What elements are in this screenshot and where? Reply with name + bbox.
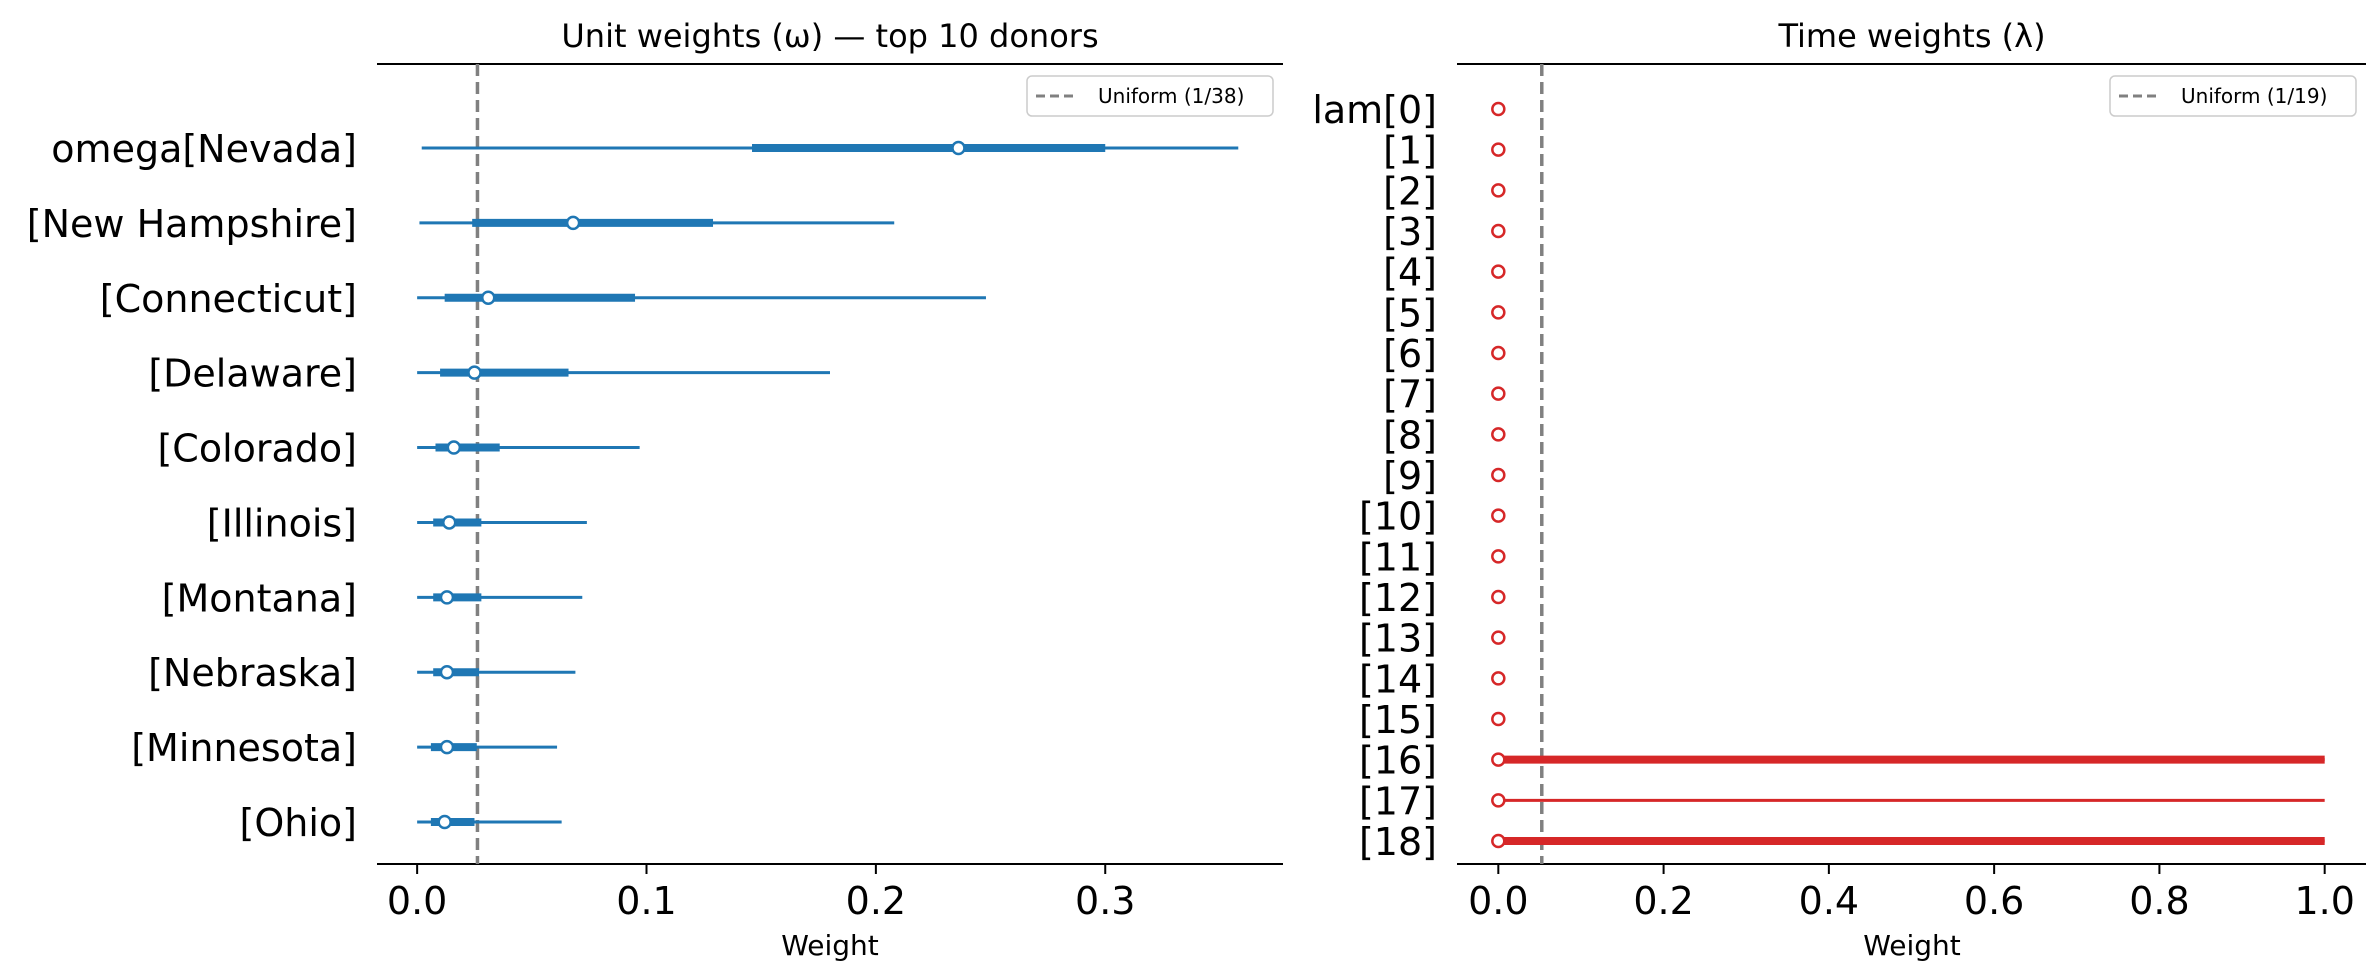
time-weights-row-label: [14] bbox=[1359, 657, 1437, 701]
unit-weights-mean-point bbox=[439, 739, 455, 755]
unit-weights-row-label: omega[Nevada] bbox=[51, 127, 357, 171]
time-weights-mean-point bbox=[1491, 427, 1506, 442]
time-weights-legend-label: Uniform (1/19) bbox=[2181, 84, 2327, 108]
time-weights-mean-point bbox=[1491, 508, 1506, 523]
time-weights-mean-point bbox=[1491, 793, 1506, 808]
time-weights-row-label: [15] bbox=[1359, 698, 1437, 742]
unit-weights-x-tick-label: 0.1 bbox=[616, 879, 676, 923]
time-weights-row-label: [16] bbox=[1359, 739, 1437, 783]
time-weights-mean-point bbox=[1491, 711, 1506, 727]
time-weights-mean-point bbox=[1491, 386, 1506, 401]
unit-weights-mean-point bbox=[442, 515, 457, 530]
time-weights-x-tick-label: 0.0 bbox=[1468, 879, 1528, 923]
time-weights-panel: Time weights (λ) 0.0 0.2 0.4 0.6 0.8 1.0 lam[… bbox=[1312, 17, 2366, 962]
time-weights-mean-point bbox=[1491, 671, 1506, 686]
time-weights-row-labels: lam[0][1][2][3][4][5][6][7][8][9][10][11… bbox=[1312, 88, 1437, 864]
time-weights-row-label: [7] bbox=[1383, 373, 1437, 417]
time-weights-row-label: [9] bbox=[1383, 454, 1437, 498]
time-weights-row-label: [11] bbox=[1359, 535, 1437, 579]
unit-weights-mean-point bbox=[565, 215, 581, 231]
time-weights-x-tick-label: 0.8 bbox=[2129, 879, 2189, 923]
unit-weights-mean-point bbox=[480, 290, 496, 306]
unit-weights-mean-point bbox=[446, 440, 462, 455]
time-weights-x-tick-label: 0.4 bbox=[1799, 879, 1859, 923]
time-weights-x-axis-label: Weight bbox=[1863, 929, 1961, 962]
unit-weights-legend: Uniform (1/38) bbox=[1026, 75, 1274, 117]
unit-weights-legend-box bbox=[1026, 75, 1274, 117]
time-weights-legend: Uniform (1/19) bbox=[2109, 75, 2357, 117]
unit-weights-legend-label: Uniform (1/38) bbox=[1098, 84, 1244, 108]
time-weights-rows bbox=[1491, 101, 2325, 849]
unit-weights-rows bbox=[417, 140, 1239, 830]
time-weights-row-label: [4] bbox=[1383, 251, 1437, 295]
time-weights-row-label: [1] bbox=[1383, 129, 1437, 173]
time-weights-row-label: [6] bbox=[1383, 332, 1437, 376]
time-weights-mean-point bbox=[1491, 183, 1506, 198]
unit-weights-row-label: [Montana] bbox=[162, 576, 357, 620]
unit-weights-x-tick-label: 0.2 bbox=[846, 879, 906, 923]
unit-weights-row-label: [New Hampshire] bbox=[27, 202, 357, 246]
time-weights-mean-point bbox=[1491, 101, 1506, 117]
unit-weights-row-label: [Delaware] bbox=[148, 352, 357, 396]
time-weights-x-tick-label: 1.0 bbox=[2294, 879, 2354, 923]
time-weights-mean-point bbox=[1491, 264, 1506, 279]
time-weights-row-label: [3] bbox=[1383, 210, 1437, 254]
unit-weights-x-axis-label: Weight bbox=[781, 929, 879, 962]
time-weights-x-ticks: 0.0 0.2 0.4 0.6 0.8 1.0 bbox=[1468, 864, 2355, 923]
unit-weights-row-label: [Connecticut] bbox=[100, 277, 357, 321]
time-weights-mean-point bbox=[1491, 467, 1506, 483]
unit-weights-x-tick-label: 0.3 bbox=[1075, 879, 1135, 923]
unit-weights-row-label: [Minnesota] bbox=[131, 726, 357, 770]
time-weights-row-label: [2] bbox=[1383, 169, 1437, 213]
time-weights-row-label: [5] bbox=[1383, 291, 1437, 335]
unit-weights-row-label: [Illinois] bbox=[207, 501, 357, 545]
unit-weights-mean-point bbox=[439, 590, 455, 605]
time-weights-title: Time weights (λ) bbox=[1777, 17, 2045, 55]
time-weights-x-tick-label: 0.6 bbox=[1964, 879, 2024, 923]
time-weights-legend-box bbox=[2109, 75, 2357, 117]
time-weights-mean-point bbox=[1491, 630, 1506, 645]
time-weights-mean-point bbox=[1491, 549, 1506, 564]
time-weights-mean-point bbox=[1491, 345, 1506, 361]
unit-weights-title: Unit weights (ω) — top 10 donors bbox=[561, 17, 1098, 55]
unit-weights-row-label: [Ohio] bbox=[240, 801, 357, 845]
unit-weights-mean-point bbox=[467, 365, 482, 380]
unit-weights-mean-point bbox=[439, 664, 455, 680]
time-weights-row-label: [13] bbox=[1359, 617, 1437, 661]
unit-weights-panel: Unit weights (ω) — top 10 donors 0.0 0.1 0… bbox=[27, 17, 1283, 962]
unit-weights-row-labels: omega[Nevada] [New Hampshire] [Connecticut… bbox=[27, 127, 357, 845]
unit-weights-mean-point bbox=[437, 814, 452, 830]
unit-weights-row-label: [Colorado] bbox=[157, 427, 357, 471]
time-weights-mean-point bbox=[1491, 833, 1506, 849]
time-weights-row-label: [8] bbox=[1383, 413, 1437, 457]
time-weights-row-label: [12] bbox=[1359, 576, 1437, 620]
unit-weights-row-label: [Nebraska] bbox=[148, 651, 357, 695]
time-weights-row-label: [10] bbox=[1359, 495, 1437, 539]
unit-weights-x-tick-label: 0.0 bbox=[387, 879, 447, 923]
time-weights-x-tick-label: 0.2 bbox=[1633, 879, 1693, 923]
time-weights-row-label: [18] bbox=[1359, 820, 1437, 864]
time-weights-mean-point bbox=[1491, 223, 1506, 239]
time-weights-mean-point bbox=[1491, 589, 1506, 605]
unit-weights-x-ticks: 0.0 0.1 0.2 0.3 bbox=[387, 864, 1135, 923]
time-weights-mean-point bbox=[1491, 142, 1506, 157]
unit-weights-mean-point bbox=[951, 140, 966, 156]
time-weights-row-label: [17] bbox=[1359, 779, 1437, 823]
time-weights-row-label: lam[0] bbox=[1312, 88, 1437, 132]
time-weights-mean-point bbox=[1491, 752, 1506, 767]
time-weights-mean-point bbox=[1491, 305, 1506, 320]
